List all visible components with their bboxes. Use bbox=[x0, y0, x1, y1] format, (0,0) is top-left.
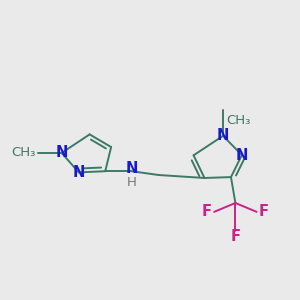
Text: N: N bbox=[73, 165, 85, 180]
Text: CH₃: CH₃ bbox=[226, 114, 251, 127]
Text: N: N bbox=[56, 146, 68, 160]
Text: F: F bbox=[230, 229, 240, 244]
Text: F: F bbox=[202, 204, 212, 219]
Text: F: F bbox=[259, 204, 269, 219]
Text: N: N bbox=[236, 148, 248, 163]
Text: N: N bbox=[125, 161, 138, 176]
Text: CH₃: CH₃ bbox=[12, 146, 36, 159]
Text: H: H bbox=[127, 176, 136, 189]
Text: N: N bbox=[217, 128, 229, 143]
